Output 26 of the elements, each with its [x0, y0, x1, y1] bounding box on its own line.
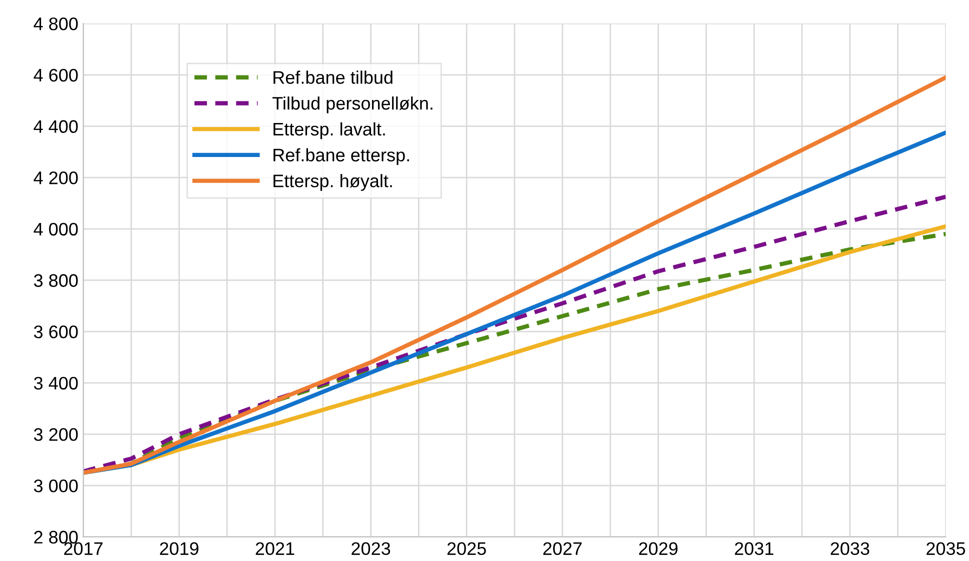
y-tick-label: 4 800	[34, 17, 78, 30]
y-tick-label: 3 000	[34, 479, 78, 492]
y-tick-label: 3 600	[34, 325, 78, 338]
legend-label: Ref.bane ettersp.	[274, 148, 409, 166]
x-tick-label: 2017	[64, 542, 103, 555]
y-tick-label: 3 400	[34, 376, 78, 390]
x-tick-label: 2033	[830, 542, 870, 555]
x-tick-label: 2023	[352, 542, 390, 555]
y-tick-label: 4 200	[34, 171, 78, 184]
legend-label: Ettersp. lavalt.	[274, 122, 385, 140]
y-tick-label: 3 200	[34, 428, 78, 441]
x-tick-label: 2031	[734, 542, 774, 555]
legend-label: Tilbud personelløkn.	[272, 96, 432, 114]
x-tick-label: 2035	[926, 542, 966, 555]
y-tick-label: 3 800	[34, 274, 78, 287]
legend-label: Ettersp. høyalt.	[274, 174, 392, 191]
y-tick-label: 2 800	[34, 530, 78, 544]
x-tick-label: 2021	[256, 542, 294, 555]
x-tick-label: 2027	[543, 542, 582, 555]
x-tick-label: 2019	[160, 542, 198, 555]
y-tick-label: 4 000	[34, 222, 78, 236]
x-tick-label: 2025	[447, 542, 486, 555]
x-tick-label: 2029	[639, 542, 678, 555]
y-tick-label: 4 600	[34, 68, 78, 82]
y-tick-label: 4 400	[34, 120, 78, 133]
legend-label: Ref.bane tilbud	[274, 70, 392, 84]
